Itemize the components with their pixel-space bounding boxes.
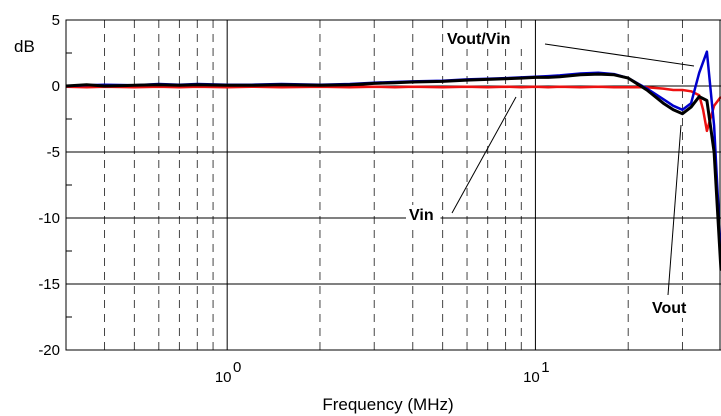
- y-tick-label: -10: [38, 210, 60, 227]
- y-tick-label: -15: [38, 276, 60, 293]
- y-tick-label: -20: [38, 342, 60, 359]
- annotation-layer: Vout/Vin Vin Vout: [406, 29, 695, 318]
- annotation-label-bg: [649, 298, 693, 318]
- annotation-label: Vout/Vin: [447, 31, 510, 48]
- major-gridlines: [66, 19, 721, 351]
- annotation-leader-line: [451, 96, 517, 214]
- x-tick-label: 10: [523, 369, 540, 386]
- x-tick-label: 10: [215, 369, 232, 386]
- y-axis-label: dB: [14, 37, 35, 56]
- x-tick-label-exponent: 0: [233, 359, 241, 376]
- annotation-leader-line: [544, 43, 695, 67]
- annotation-label-bg: [406, 205, 441, 225]
- annotation-label: Vout: [652, 300, 687, 317]
- y-tick-label: 0: [52, 78, 60, 95]
- x-tick-label-exponent: 1: [541, 359, 549, 376]
- annotation-label-bg: [444, 29, 526, 49]
- series-layer: [65, 50, 721, 271]
- annotation-label: Vin: [409, 207, 434, 224]
- annotation-leader-line: [667, 124, 682, 296]
- series-line-vout: [65, 85, 721, 133]
- minor-gridlines: [65, 20, 683, 350]
- series-line-vin: [65, 72, 721, 271]
- y-tick-label: -5: [47, 144, 60, 161]
- x-axis-label: Frequency (MHz): [322, 395, 453, 414]
- plot-frame: [65, 19, 721, 351]
- y-tick-label: 5: [52, 12, 60, 29]
